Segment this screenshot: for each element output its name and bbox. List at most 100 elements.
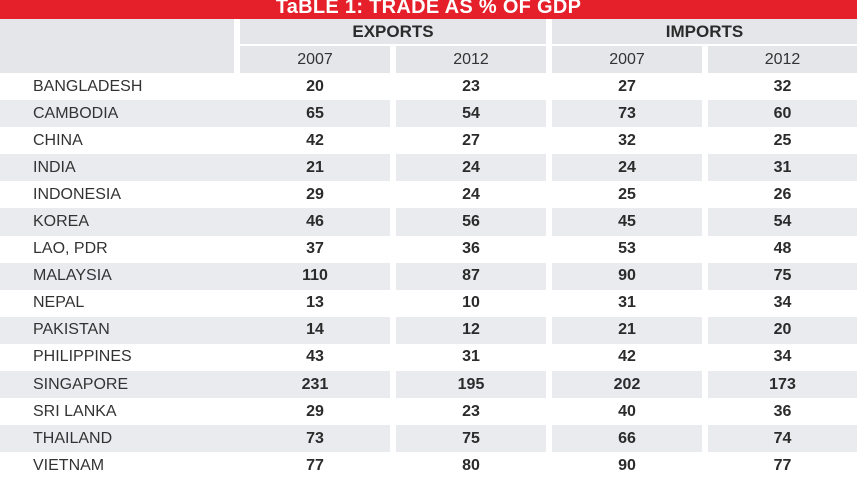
imports-2012-cell: 54 [708, 208, 857, 236]
imports-2007-cell: 21 [552, 316, 708, 344]
exports-2007-cell: 42 [240, 127, 396, 155]
exports-2012-cell: 56 [396, 208, 552, 236]
exports-2012-cell: 87 [396, 262, 552, 290]
imports-2007-cell: 25 [552, 181, 708, 209]
exports-2007-cell: 73 [240, 425, 396, 453]
country-cell: PHILIPPINES [33, 348, 132, 366]
exports-2007-cell: 43 [240, 343, 396, 372]
imports-2007-cell: 32 [552, 127, 708, 155]
exports-2012-cell: 31 [396, 343, 552, 372]
country-cell: SRI LANKA [33, 402, 117, 420]
country-cell: KOREA [0, 208, 240, 236]
imports-2012-cell: 75 [708, 262, 857, 290]
table-title-bar: TaBLE 1: TRADE AS % OF GDP [0, 0, 857, 19]
country-cell: CAMBODIA [0, 100, 240, 128]
exports-2012-cell: 195 [396, 371, 552, 399]
exports-2007-cell: 21 [240, 154, 396, 182]
trade-table: EXPORTS IMPORTS 2007 2012 2007 2012 BANG… [0, 19, 857, 480]
year-header: 2012 [396, 46, 552, 73]
country-cell: BANGLADESH [33, 77, 143, 95]
imports-2012-cell: 48 [773, 240, 792, 258]
country-cell: VIETNAM [33, 456, 105, 474]
imports-2012-cell: 74 [708, 425, 857, 453]
year-header-row: 2007 2012 2007 2012 [0, 46, 857, 73]
country-header-cell [0, 19, 240, 73]
imports-2012-cell: 32 [773, 77, 792, 95]
table-row: SRI LANKA 29 23 40 36 [0, 398, 857, 426]
country-cell: CHINA [33, 131, 83, 149]
exports-2012-cell: 75 [396, 425, 552, 453]
table-row: CAMBODIA 65 54 73 60 [0, 100, 857, 128]
exports-2012-cell: 23 [396, 73, 552, 101]
year-header: 2007 [240, 46, 396, 73]
exports-2007-cell: 29 [240, 181, 396, 209]
year-header: 2012 [708, 46, 857, 73]
exports-2012-cell: 10 [396, 289, 552, 317]
exports-2012-cell: 24 [396, 181, 552, 209]
imports-2007-cell: 202 [552, 371, 708, 399]
exports-2012-cell: 27 [396, 127, 552, 155]
exports-header: EXPORTS [240, 19, 552, 46]
country-cell: INDONESIA [33, 185, 122, 203]
imports-2012-cell: 34 [773, 294, 792, 312]
table-row: BANGLADESH 20 23 27 32 [0, 73, 857, 101]
exports-2007-cell: 231 [240, 371, 396, 399]
exports-2007-cell: 37 [240, 235, 396, 263]
table-row: LAO, PDR 37 36 53 48 [0, 235, 857, 263]
exports-2007-cell: 13 [240, 289, 396, 317]
country-cell: THAILAND [0, 425, 240, 453]
table-row: THAILAND 73 75 66 74 [0, 425, 857, 453]
table-row: CHINA 42 27 32 25 [0, 127, 857, 155]
imports-2007-cell: 40 [552, 398, 708, 426]
imports-2012-cell: 173 [708, 371, 857, 399]
imports-2012-cell: 26 [773, 185, 792, 203]
country-cell: LAO, PDR [33, 240, 108, 258]
table-row: KOREA 46 56 45 54 [0, 208, 857, 236]
table-row: INDIA 21 24 24 31 [0, 154, 857, 182]
imports-2007-cell: 90 [552, 262, 708, 290]
imports-2012-cell: 60 [708, 100, 857, 128]
imports-2007-cell: 31 [552, 289, 708, 317]
imports-2007-cell: 45 [552, 208, 708, 236]
imports-header: IMPORTS [552, 19, 857, 46]
table-row: NEPAL 13 10 31 34 [0, 289, 857, 317]
imports-2012-cell: 77 [773, 456, 792, 474]
table-row: PAKISTAN 14 12 21 20 [0, 316, 857, 344]
imports-2012-cell: 31 [708, 154, 857, 182]
country-cell: PAKISTAN [0, 316, 240, 344]
exports-2007-cell: 20 [240, 73, 396, 101]
exports-2007-cell: 14 [240, 316, 396, 344]
imports-2007-cell: 24 [552, 154, 708, 182]
exports-2007-cell: 110 [240, 262, 396, 290]
exports-2012-cell: 36 [396, 235, 552, 263]
exports-2012-cell: 24 [396, 154, 552, 182]
country-cell: MALAYSIA [0, 262, 240, 290]
imports-2007-cell: 42 [552, 343, 708, 372]
exports-2007-cell: 46 [240, 208, 396, 236]
exports-2007-cell: 29 [240, 398, 396, 426]
imports-2012-cell: 34 [773, 348, 792, 366]
imports-2007-cell: 90 [552, 452, 708, 480]
imports-2012-cell: 36 [773, 402, 792, 420]
exports-2007-cell: 77 [240, 452, 396, 480]
imports-2007-cell: 27 [552, 73, 708, 101]
country-cell: NEPAL [33, 294, 85, 312]
table-row: SINGAPORE 231 195 202 173 [0, 371, 857, 399]
country-cell: INDIA [0, 154, 240, 182]
imports-2007-cell: 73 [552, 100, 708, 128]
year-header: 2007 [552, 46, 708, 73]
table-row: INDONESIA 29 24 25 26 [0, 181, 857, 209]
table-row: PHILIPPINES 43 31 42 34 [0, 343, 857, 372]
group-header-row: EXPORTS IMPORTS [0, 19, 857, 73]
exports-2012-cell: 23 [396, 398, 552, 426]
table-title: TaBLE 1: TRADE AS % OF GDP [275, 0, 582, 18]
table-row: MALAYSIA 110 87 90 75 [0, 262, 857, 290]
exports-2012-cell: 54 [396, 100, 552, 128]
exports-2012-cell: 12 [396, 316, 552, 344]
country-cell: SINGAPORE [0, 371, 240, 399]
imports-2012-cell: 20 [708, 316, 857, 344]
imports-2012-cell: 25 [773, 131, 792, 149]
table-row: VIETNAM 77 80 90 77 [0, 452, 857, 480]
imports-2007-cell: 66 [552, 425, 708, 453]
